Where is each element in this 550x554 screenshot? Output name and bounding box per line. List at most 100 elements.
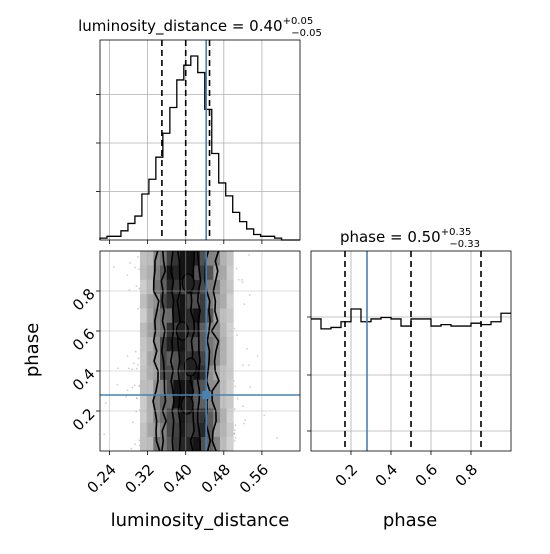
density-cell bbox=[193, 351, 201, 366]
density-cell bbox=[166, 265, 174, 280]
density-cell bbox=[153, 393, 161, 409]
density-cell bbox=[226, 322, 234, 338]
density-cell bbox=[186, 265, 194, 280]
y-tick-label: 0.6 bbox=[69, 325, 99, 355]
sample-point bbox=[130, 447, 133, 450]
density-cell bbox=[193, 336, 201, 352]
density-cell bbox=[206, 351, 214, 366]
density-cell bbox=[200, 379, 207, 395]
density-cell bbox=[173, 379, 181, 395]
density-cell bbox=[213, 408, 221, 423]
sample-point bbox=[104, 402, 107, 404]
density-cell bbox=[140, 322, 147, 338]
density-cell bbox=[180, 308, 187, 323]
density-cell bbox=[180, 336, 187, 352]
sample-point bbox=[138, 439, 141, 442]
density-cell bbox=[200, 351, 207, 366]
density-cell bbox=[146, 393, 154, 409]
density-cell bbox=[140, 436, 147, 451]
density-cell bbox=[173, 308, 181, 323]
density-cell bbox=[166, 365, 174, 380]
contour-blob bbox=[181, 273, 195, 293]
density-cell bbox=[226, 408, 234, 423]
density-cell bbox=[200, 265, 207, 280]
density-cell bbox=[206, 279, 214, 295]
y-tick-label: 0.8 bbox=[69, 285, 99, 315]
density-cell bbox=[193, 436, 201, 451]
density-cell bbox=[146, 322, 154, 338]
x-tick-label: 0.32 bbox=[122, 461, 158, 497]
sample-point bbox=[244, 419, 247, 421]
sample-point bbox=[134, 443, 136, 446]
density-cell bbox=[153, 279, 161, 295]
sample-point bbox=[137, 363, 139, 366]
density-cell bbox=[180, 365, 187, 380]
density-area bbox=[103, 251, 278, 451]
density-cell bbox=[173, 265, 181, 280]
density-cell bbox=[173, 393, 181, 409]
x-axis-label-luminosity-distance: luminosity_distance bbox=[111, 510, 290, 531]
x-tick-label: 0.8 bbox=[452, 461, 482, 491]
sample-point bbox=[249, 386, 252, 388]
density-cell bbox=[213, 279, 221, 295]
density-cell bbox=[186, 293, 194, 309]
title-main-text: phase = 0.50 bbox=[340, 228, 441, 246]
sample-point bbox=[241, 405, 244, 408]
sample-point bbox=[138, 287, 141, 290]
sample-point bbox=[234, 424, 237, 427]
sample-point bbox=[133, 384, 136, 387]
sample-point bbox=[132, 362, 135, 365]
density-cell bbox=[180, 422, 187, 438]
density-cell bbox=[153, 408, 161, 423]
joint-density-panel: 0.24 0.32 0.40 0.48 0.56 0.2 0.4 0.6 0.8 bbox=[69, 250, 301, 497]
density-cell bbox=[193, 308, 201, 323]
density-cell bbox=[213, 393, 221, 409]
density-cell bbox=[140, 308, 147, 323]
density-cell bbox=[226, 279, 234, 295]
density-cell bbox=[186, 336, 194, 352]
density-cell bbox=[200, 293, 207, 309]
x-tick-label: 0.6 bbox=[412, 461, 442, 491]
density-cell bbox=[206, 365, 214, 380]
density-cell bbox=[173, 336, 181, 352]
density-cell bbox=[160, 293, 167, 309]
density-cell bbox=[166, 379, 174, 395]
density-cell bbox=[146, 308, 154, 323]
density-cell bbox=[180, 351, 187, 366]
density-cell bbox=[153, 351, 161, 366]
sample-point bbox=[103, 433, 106, 436]
density-cell bbox=[173, 408, 181, 423]
density-cell bbox=[206, 422, 214, 438]
density-cell bbox=[166, 293, 174, 309]
density-cell bbox=[180, 379, 187, 395]
density-cell bbox=[166, 436, 174, 451]
density-cell bbox=[173, 251, 181, 266]
sample-point bbox=[256, 355, 259, 358]
histogram-step-line bbox=[311, 308, 511, 330]
density-cell bbox=[180, 293, 187, 309]
contour-line bbox=[152, 251, 161, 451]
density-cell bbox=[186, 379, 194, 395]
density-cell bbox=[160, 322, 167, 338]
contour-blob bbox=[180, 395, 194, 415]
sample-point bbox=[243, 303, 246, 306]
density-cell bbox=[140, 393, 147, 409]
contour-line bbox=[176, 251, 182, 451]
contour-blob bbox=[183, 357, 198, 377]
y-axis-label-phase: phase bbox=[22, 323, 43, 377]
density-cell bbox=[146, 365, 154, 380]
density-cell bbox=[200, 436, 207, 451]
x-tick-label: 0.56 bbox=[236, 461, 272, 497]
sample-point bbox=[126, 274, 129, 277]
sample-point bbox=[241, 281, 244, 284]
density-cell bbox=[140, 379, 147, 395]
density-cell bbox=[193, 251, 201, 266]
density-cell bbox=[186, 322, 194, 338]
title-sub: −0.33 bbox=[449, 239, 480, 250]
sample-point bbox=[263, 414, 266, 417]
density-cell bbox=[186, 422, 194, 438]
density-cell bbox=[186, 308, 194, 323]
density-cell bbox=[173, 422, 181, 438]
luminosity-distance-histogram-panel bbox=[96, 39, 301, 244]
sample-point bbox=[137, 357, 140, 360]
